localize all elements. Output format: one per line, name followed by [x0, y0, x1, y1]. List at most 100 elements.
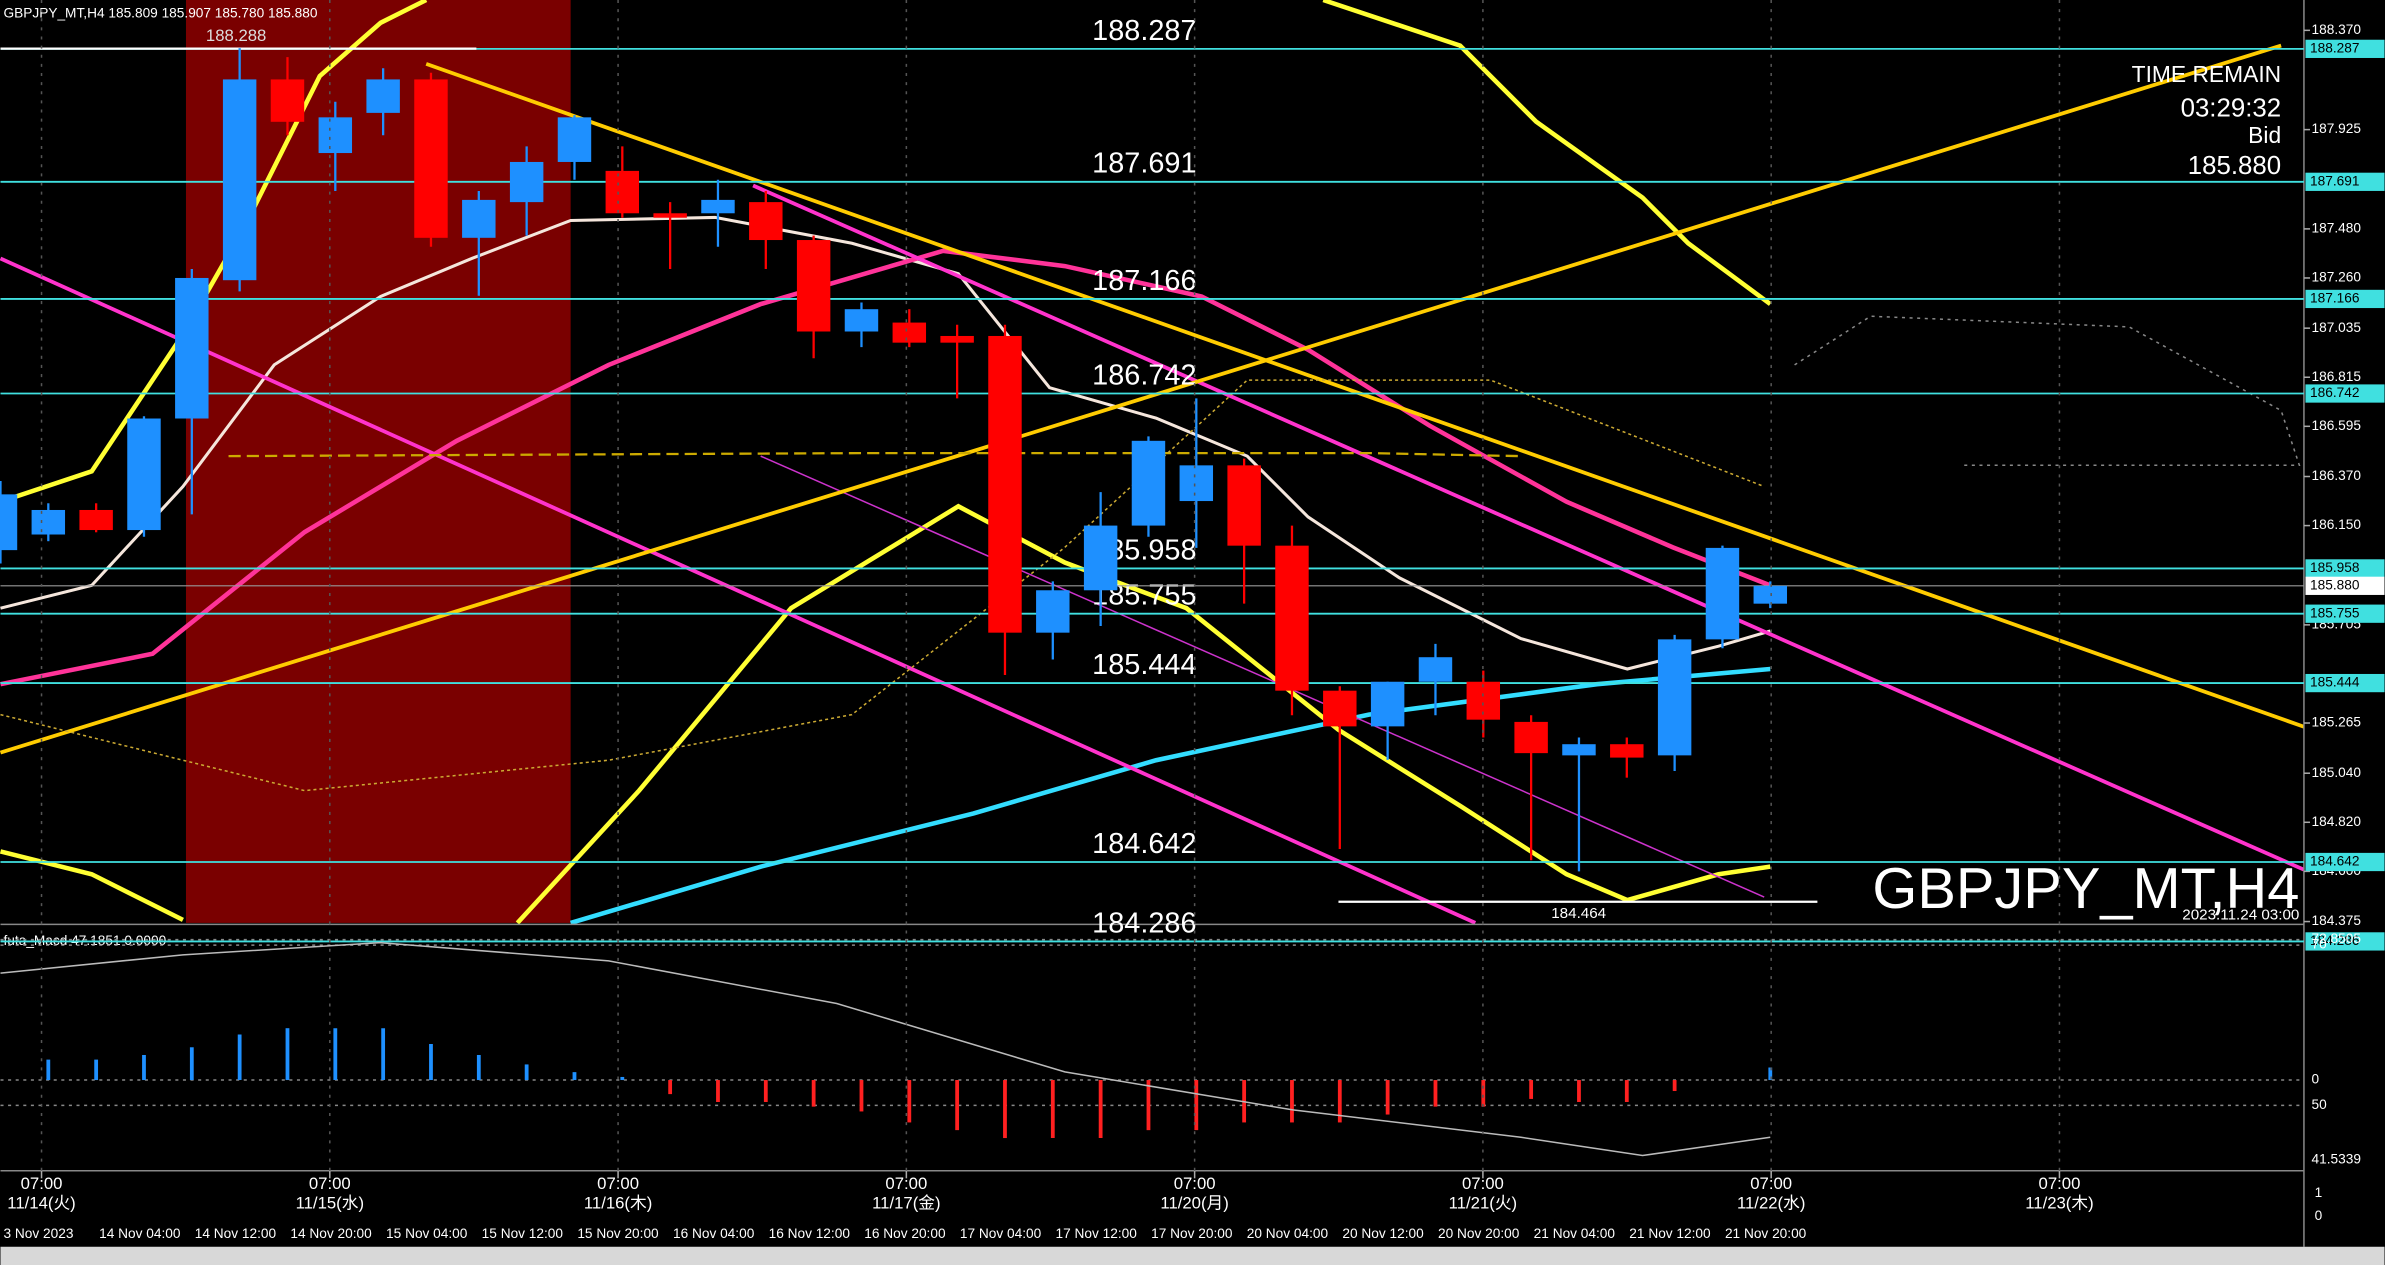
level-label: 186.742: [1092, 359, 1196, 391]
x-date-label: 11/16(木): [584, 1194, 652, 1213]
candle-body: [1610, 744, 1644, 758]
candle-body: [462, 199, 496, 238]
candle-body: [605, 170, 640, 214]
x-datetime-label: 20 Nov 04:00: [1247, 1226, 1329, 1241]
level-axis-label: 188.287: [2310, 40, 2359, 55]
candle-body: [175, 277, 209, 419]
x-datetime-label: 17 Nov 12:00: [1056, 1226, 1138, 1241]
x-date-label: 11/17(金): [872, 1194, 940, 1213]
candle-body: [222, 79, 257, 281]
status-strip: [0, 1246, 2385, 1265]
macd-tick-label: 0: [2312, 1072, 2320, 1087]
level-axis-box: [2305, 289, 2385, 309]
band-lower-2: [515, 503, 1771, 925]
x-datetime-label: 15 Nov 20:00: [577, 1226, 659, 1241]
level-axis-box: [2305, 39, 2385, 58]
y-tick-label: 186.370: [2312, 468, 2362, 483]
x-date-label: 11/23(木): [2025, 1194, 2093, 1213]
candle-body: [1562, 744, 1596, 756]
y-tick-label: 185.265: [2312, 715, 2362, 730]
candle-body: [509, 161, 544, 203]
y-tick-label: 184.820: [2312, 814, 2362, 829]
period-high-label: 188.288: [206, 26, 266, 45]
channel: [0, 256, 1477, 925]
moving-average: [0, 215, 1771, 671]
x-datetime-label: 20 Nov 12:00: [1342, 1226, 1424, 1241]
y-tick-label: 185.040: [2312, 765, 2362, 780]
x-date-label: 11/14(火): [7, 1194, 75, 1213]
candle-body: [796, 240, 831, 332]
level-axis-label: 187.691: [2310, 173, 2359, 188]
side-label: 1: [2315, 1185, 2323, 1200]
x-hour-label: 07:00: [885, 1174, 927, 1193]
x-hour-label: 07:00: [2039, 1174, 2081, 1193]
candle-body: [701, 199, 735, 214]
level-axis-box: [2305, 384, 2385, 403]
candle-body: [653, 213, 687, 218]
time-remain-label: TIME REMAIN: [2132, 61, 2281, 87]
current-price-box: [2305, 576, 2385, 595]
period-low-label: 184.464: [1551, 905, 1606, 922]
candle-body: [1657, 639, 1692, 756]
x-date-label: 11/21(火): [1449, 1194, 1517, 1213]
candle-body: [557, 117, 592, 162]
macd-axis-label: 50: [2312, 1097, 2328, 1112]
candle-body: [366, 79, 400, 113]
support-line: [0, 43, 2282, 755]
candle-body: [844, 309, 879, 332]
x-date-label: 11/20(月): [1160, 1194, 1228, 1213]
candle-body: [1036, 590, 1070, 633]
x-datetime-label: 14 Nov 04:00: [99, 1226, 181, 1241]
level-axis-box: [2305, 172, 2385, 191]
x-datetime-label: 16 Nov 12:00: [769, 1226, 851, 1241]
candle-body: [1418, 657, 1453, 682]
candle-body: [127, 418, 161, 531]
side-label: 0: [2315, 1208, 2323, 1223]
x-datetime-label: 16 Nov 04:00: [673, 1226, 755, 1241]
x-datetime-label: 21 Nov 20:00: [1725, 1226, 1807, 1241]
candle-body: [1370, 681, 1405, 727]
x-datetime-label: 21 Nov 12:00: [1629, 1226, 1711, 1241]
x-date-label: 11/22(水): [1737, 1194, 1805, 1213]
candle-body: [414, 79, 448, 238]
x-hour-label: 07:00: [1750, 1174, 1792, 1193]
timestamp: 2023.11.24 03:00: [2182, 906, 2299, 923]
symbol-watermark: GBPJPY_MT,H4: [1872, 857, 2299, 921]
bid-value: 185.880: [2188, 152, 2281, 180]
indicators: [0, 0, 2305, 926]
y-tick-label: 186.150: [2312, 517, 2362, 532]
level-axis-label: 186.742: [2310, 385, 2359, 400]
x-hour-label: 07:00: [597, 1174, 639, 1193]
resistance-line: [425, 62, 2305, 729]
level-label: 185.444: [1092, 649, 1196, 681]
level-axis-label: 185.755: [2310, 605, 2360, 620]
candle-body: [79, 509, 113, 531]
x-datetime-label: 15 Nov 04:00: [386, 1226, 468, 1241]
x-hour-label: 07:00: [21, 1174, 63, 1193]
current-price-label: 185.880: [2310, 577, 2360, 592]
y-tick-label: 186.815: [2312, 369, 2362, 384]
level-label: 184.642: [1092, 828, 1196, 860]
level-label: 187.691: [1092, 148, 1196, 180]
level-axis-label: 187.166: [2310, 291, 2359, 306]
band-lower: [0, 849, 184, 922]
y-tick-label: 188.370: [2312, 22, 2362, 37]
macd-signal: [0, 941, 1771, 1157]
candle-body: [1514, 721, 1548, 754]
macd-tick-label: 70: [2312, 937, 2328, 952]
y-tick-label: 187.925: [2312, 121, 2362, 136]
candle-body: [1275, 545, 1309, 691]
candle-body: [988, 335, 1022, 633]
level-label: 184.286: [1092, 907, 1196, 939]
trend-line: [569, 666, 1771, 926]
x-date-label: 11/15(水): [296, 1194, 364, 1213]
level-axis-label: 184.642: [2310, 854, 2359, 869]
candle-body: [270, 79, 305, 122]
candle-body: [31, 509, 66, 535]
level-axis-label: 184.286: [2310, 933, 2359, 948]
candle-body: [1323, 690, 1357, 727]
channel: [760, 455, 1765, 898]
x-datetime-label: 17 Nov 20:00: [1151, 1226, 1233, 1241]
candle-body: [1705, 547, 1740, 640]
